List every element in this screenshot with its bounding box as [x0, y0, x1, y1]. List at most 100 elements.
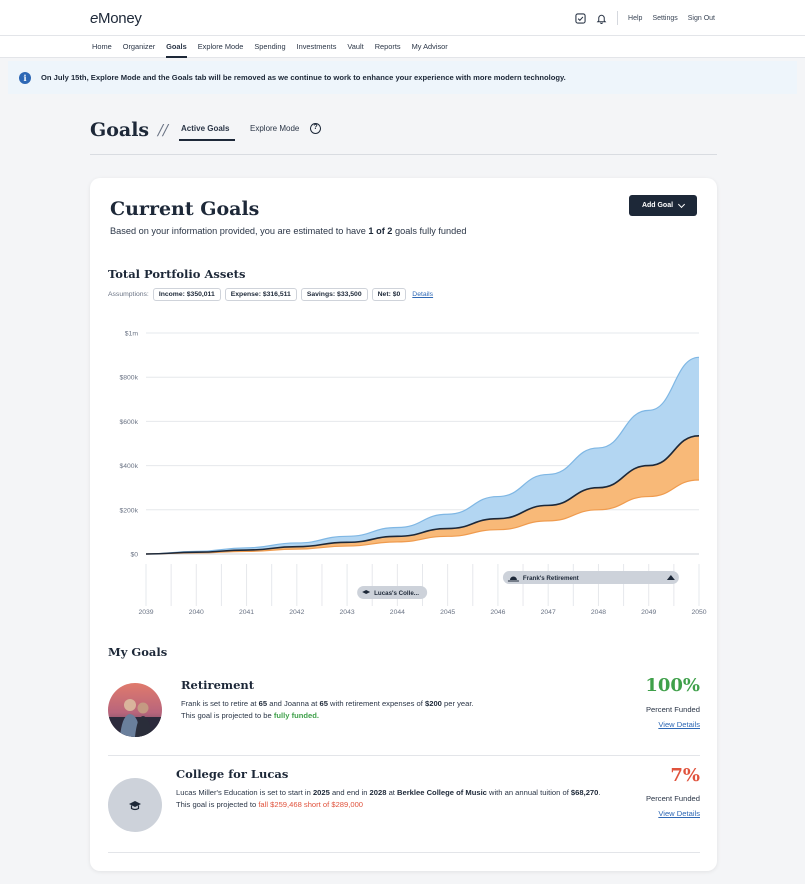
nav-item-reports[interactable]: Reports: [374, 42, 401, 51]
top-bar: eMoney Help Settings Sign Out: [0, 0, 805, 36]
upper-band-area: [146, 357, 699, 554]
view-details-link[interactable]: View Details: [658, 809, 700, 818]
percent-funded-label: Percent Funded: [645, 705, 700, 714]
desc-text: Frank is set to retire at: [181, 699, 259, 708]
main-nav: Home Organizer Goals Explore Mode Spending In…: [0, 36, 805, 58]
projection-text: This goal is projected to: [176, 800, 259, 809]
desc-text: and Joanna at: [267, 699, 320, 708]
desc-text: .: [598, 788, 601, 797]
x-tick-label: 2045: [440, 609, 455, 616]
upper-series-line: [145, 356, 700, 555]
x-tick-label: 2047: [541, 609, 556, 616]
title-separator: //: [158, 121, 169, 139]
retirement-marker-bar: [502, 571, 679, 584]
savings-pill: Savings: $33,500: [300, 288, 368, 301]
subtitle-text-end: goals fully funded: [392, 226, 467, 236]
tab-active-goals[interactable]: Active Goals: [181, 124, 230, 133]
desc-text: and end in: [329, 788, 370, 797]
college-marker-pill: [357, 586, 428, 599]
desc-value: 65: [258, 699, 268, 708]
goal-row-retirement: Retirement Frank is set to retire at 65 …: [108, 670, 700, 756]
portfolio-title: Total Portfolio Assets: [108, 267, 246, 281]
emoney-logo[interactable]: eMoney: [90, 10, 142, 27]
x-tick-label: 2044: [390, 609, 405, 616]
y-tick-label: $200k: [119, 507, 138, 514]
desc-value: 65: [319, 699, 328, 708]
x-tick-label: 2042: [289, 609, 304, 616]
active-tab-indicator: [179, 139, 235, 141]
y-tick-label: $600k: [119, 419, 138, 426]
notice-banner: i On July 15th, Explore Mode and the Goa…: [8, 61, 797, 94]
percent-funded-label: Percent Funded: [645, 794, 700, 803]
desc-value: Berklee College of Music: [397, 788, 487, 797]
funded-count: 1 of 2: [368, 226, 393, 236]
desc-value: $68,270: [570, 788, 599, 797]
x-tick-label: 2040: [189, 609, 204, 616]
settings-link[interactable]: Settings: [652, 14, 678, 22]
desc-text: per year.: [441, 699, 474, 708]
projection-text: This goal is projected to be: [181, 711, 274, 720]
x-tick-label: 2046: [490, 609, 505, 616]
x-tick-label: 2039: [138, 609, 153, 616]
desc-value: 2025: [312, 788, 330, 797]
task-check-icon[interactable]: [575, 12, 586, 24]
x-tick-label: 2048: [591, 609, 606, 616]
goal-row-college: College for Lucas Lucas Miller's Educati…: [108, 756, 700, 853]
goal-description: Frank is set to retire at 65 and Joanna …: [181, 698, 601, 722]
nav-item-organizer[interactable]: Organizer: [122, 42, 156, 51]
view-details-link[interactable]: View Details: [658, 720, 700, 729]
tab-explore-mode[interactable]: Explore Mode: [250, 124, 300, 133]
info-icon: i: [19, 71, 31, 84]
desc-text: Lucas Miller's Education is set to start…: [176, 788, 313, 797]
retirement-marker-label: Frank's Retirement: [523, 575, 579, 582]
nav-items: Home Organizer Goals Explore Mode Spending In…: [92, 36, 448, 58]
sunset-icon: [509, 576, 517, 580]
nav-item-investments[interactable]: Investments: [296, 42, 337, 51]
help-link[interactable]: Help: [628, 14, 643, 22]
chevron-down-icon: [678, 200, 686, 208]
income-pill: Income: $350,011: [152, 288, 221, 301]
college-marker-label: Lucas's Colle...: [374, 590, 419, 597]
bell-icon[interactable]: [596, 13, 607, 24]
current-goals-subtitle: Based on your information provided, you …: [110, 226, 466, 236]
retirement-avatar: [108, 683, 162, 737]
current-goals-title: Current Goals: [110, 198, 260, 220]
graduation-cap-icon: [362, 590, 371, 594]
nav-item-vault[interactable]: Vault: [347, 42, 364, 51]
add-goal-label: Add Goal: [641, 202, 674, 209]
subtitle-text: Based on your information provided, you …: [110, 226, 369, 236]
desc-text: with retirement expenses of: [327, 699, 425, 708]
goal-description: Lucas Miller's Education is set to start…: [176, 787, 626, 811]
add-goal-button[interactable]: Add Goal: [629, 195, 697, 216]
expense-pill: Expense: $316,511: [224, 288, 297, 301]
row-divider: [108, 852, 700, 853]
portfolio-chart: $0 $200k $400k $600k $800k $1m 2039 2040 2041 204…: [119, 331, 706, 617]
lower-series-line: [145, 479, 700, 555]
nav-item-explore-mode[interactable]: Explore Mode: [197, 42, 244, 51]
question-icon[interactable]: ?: [310, 123, 321, 134]
median-series-line: [145, 434, 700, 555]
assumptions-details-link[interactable]: Details: [412, 291, 434, 298]
goal-name: Retirement: [181, 678, 255, 692]
sign-out-link[interactable]: Sign Out: [687, 14, 715, 22]
divider: [617, 11, 619, 25]
current-goals-card: Current Goals Based on your information …: [90, 178, 717, 871]
nav-item-spending[interactable]: Spending: [254, 42, 286, 51]
nav-item-home[interactable]: Home: [92, 42, 112, 51]
couple-photo-icon: [108, 683, 162, 737]
assumptions-label: Assumptions:: [108, 291, 149, 298]
row-divider: [108, 755, 700, 756]
assumptions-bar: Assumptions: Income: $350,011 Expense: $…: [108, 288, 433, 301]
desc-value: 2028: [369, 788, 387, 797]
nav-item-my-advisor[interactable]: My Advisor: [411, 42, 448, 51]
nav-item-goals[interactable]: Goals: [166, 36, 187, 58]
my-goals-title: My Goals: [108, 645, 168, 659]
x-tick-label: 2050: [691, 609, 706, 616]
y-tick-label: $0: [130, 552, 138, 559]
y-tick-label: $400k: [119, 463, 138, 470]
page-title: Goals: [90, 119, 150, 141]
percent-funded-value: 7%: [670, 765, 700, 786]
x-tick-label: 2049: [641, 609, 656, 616]
desc-value: $200: [425, 699, 442, 708]
desc-text: with an annual tuition of: [486, 788, 571, 797]
